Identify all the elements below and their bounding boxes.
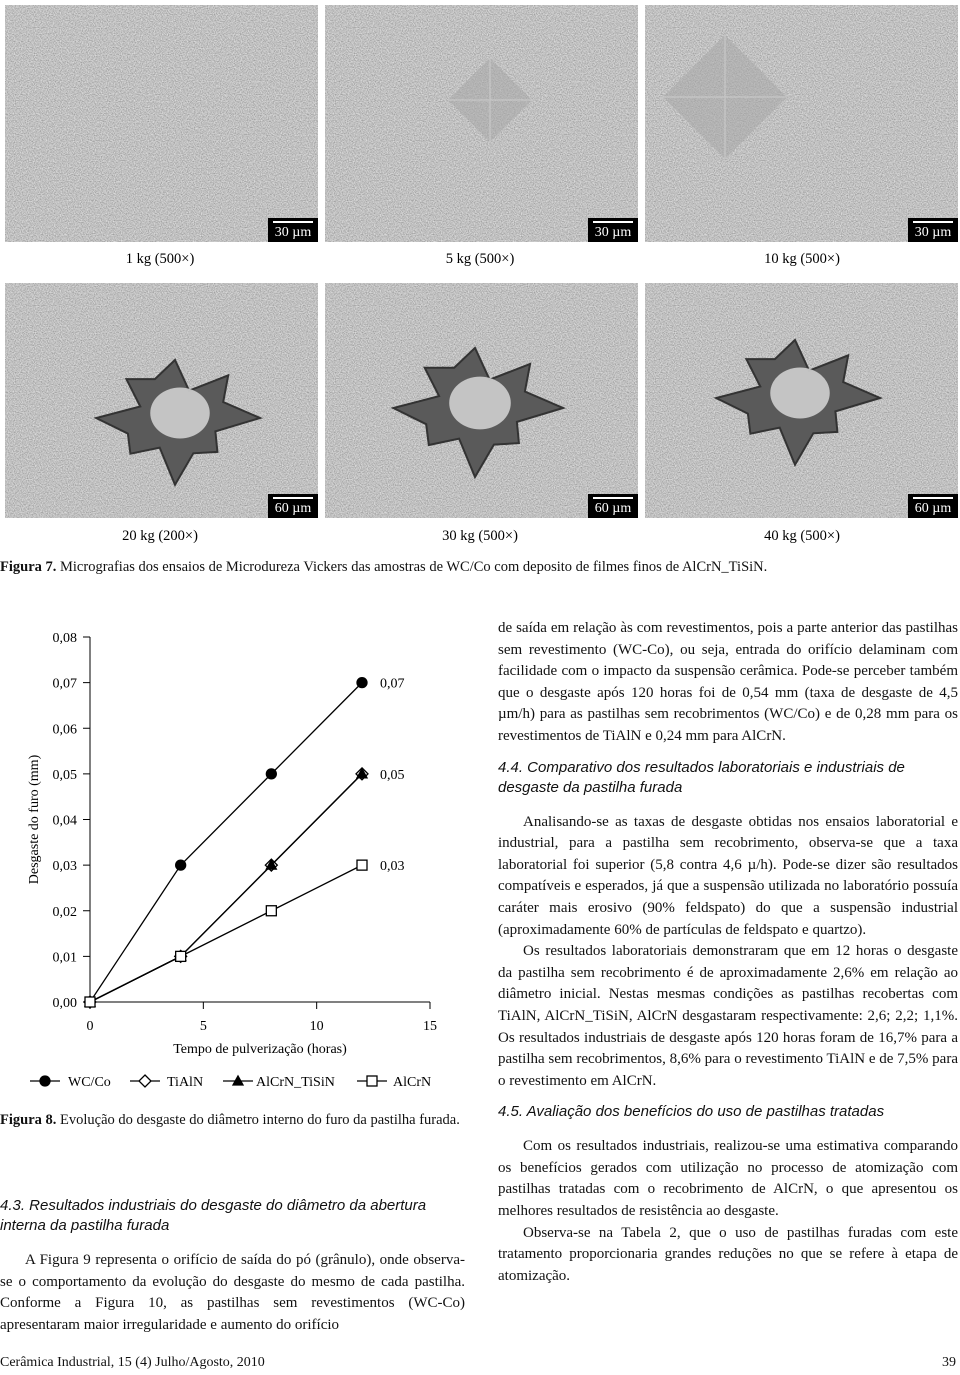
x-axis-label: Tempo de pulverização (horas) [173, 1042, 347, 1057]
y-tick-label: 0,06 [53, 722, 78, 737]
micrograph: 30 µm [5, 5, 318, 242]
y-tick-label: 0,03 [53, 859, 78, 874]
data-label: 0,07 [380, 677, 405, 692]
paragraph: de saída em relação às com revestimentos… [498, 620, 958, 744]
paragraph: Com os resultados industriais, realizou-… [498, 1138, 958, 1220]
data-point [355, 767, 369, 779]
chart: 0,00 0,01 0,02 0,03 0,04 0,05 0,06 0,07 0,08 0 5 10… [27, 631, 437, 1090]
series-line [89, 773, 363, 1003]
data-point [175, 859, 187, 871]
indentation-core [770, 367, 830, 419]
data-label: 0,05 [380, 768, 405, 783]
scale-label: 30 µm [915, 225, 952, 240]
data-point [84, 996, 96, 1008]
left-column: 4.3. Resultados industriais do desgaste … [0, 1186, 465, 1336]
data-point [356, 859, 368, 871]
x-tick-label: 15 [423, 1019, 437, 1034]
panel-caption: 40 kg (500×) [764, 528, 840, 544]
legend-label: AlCrN [393, 1075, 431, 1090]
data-label: 0,03 [380, 859, 405, 874]
legend-marker [138, 1074, 152, 1088]
legend-label: WC/Co [68, 1075, 111, 1090]
paragraph: Os resultados laboratoriais demonstraram… [498, 943, 958, 1089]
scale-label: 30 µm [595, 225, 632, 240]
y-tick-label: 0,00 [53, 996, 78, 1011]
scale-label: 60 µm [915, 501, 952, 516]
paragraph: A Figura 9 representa o orifício de saíd… [0, 1252, 465, 1333]
section-heading: 4.3. Resultados industriais do desgaste … [0, 1197, 427, 1234]
data-point [265, 905, 277, 917]
panel-caption: 10 kg (500×) [764, 251, 840, 267]
series-line [89, 682, 363, 1003]
figure-caption: Micrografias dos ensaios de Microdureza … [60, 559, 768, 575]
data-point [175, 950, 187, 963]
micrograph: 60 µm [645, 283, 958, 518]
panel-caption: 20 kg (200×) [122, 528, 198, 544]
footer-journal: Cerâmica Industrial, 15 (4) Julho/Agosto… [0, 1355, 265, 1370]
indentation-edge [448, 58, 532, 142]
figure7-caption: Figura 7. Micrografias dos ensaios de Mi… [0, 557, 960, 577]
legend-marker [231, 1074, 245, 1086]
y-tick-label: 0,08 [53, 631, 78, 646]
y-tick-label: 0,01 [53, 950, 78, 965]
micrograph: 30 µm [645, 5, 958, 242]
scale-label: 30 µm [275, 225, 312, 240]
series-line [89, 773, 363, 1003]
paragraph: Observa-se na Tabela 2, que o uso de pas… [498, 1224, 958, 1284]
micrograph: 60 µm [325, 283, 638, 518]
indentation-core [150, 387, 210, 439]
right-column: de saída em relação às com revestimentos… [498, 618, 958, 1287]
section-heading: 4.4. Comparativo dos resultados laborato… [498, 758, 905, 796]
legend-marker [39, 1075, 51, 1087]
y-tick-label: 0,04 [53, 814, 78, 829]
data-point [265, 858, 278, 870]
section-heading: 4.5. Avaliação dos benefícios do uso de … [498, 1103, 885, 1121]
figure8-caption: Figura 8. Evolução do desgaste do diâmet… [0, 1110, 465, 1130]
y-axis-label: Desgaste do furo (mm) [27, 754, 42, 884]
scale-label: 60 µm [595, 501, 632, 516]
indentation-edge [663, 35, 787, 159]
x-tick-label: 5 [200, 1019, 207, 1034]
legend-label: AlCrN_TiSiN [256, 1075, 335, 1090]
paragraph: Analisando-se as taxas de desgaste obtid… [498, 813, 958, 938]
legend-label: TiAlN [167, 1075, 203, 1090]
footer-page: 39 [942, 1355, 956, 1370]
figure-caption: Evolução do desgaste do diâmetro interno… [60, 1112, 460, 1128]
panel-caption: 1 kg (500×) [126, 251, 195, 267]
panel-caption: 30 kg (500×) [442, 528, 518, 544]
data-point [356, 676, 368, 689]
scale-label: 60 µm [275, 501, 312, 516]
x-tick-label: 10 [310, 1019, 324, 1034]
micrographs: 30 µm 1 kg (500×) 30 µm 5 kg (500×) 30 µm 10 … [5, 5, 958, 544]
series-line [89, 864, 363, 1003]
y-tick-label: 0,02 [53, 905, 78, 920]
x-tick-label: 0 [87, 1019, 94, 1034]
indentation-core [449, 376, 511, 430]
panel-caption: 5 kg (500×) [446, 251, 515, 267]
y-tick-label: 0,05 [53, 768, 78, 783]
data-point [265, 768, 277, 780]
legend-marker [366, 1075, 378, 1087]
micrograph-image [5, 5, 318, 242]
micrograph: 60 µm [5, 283, 318, 518]
y-tick-label: 0,07 [53, 677, 78, 692]
figure-label: Figura 8. [0, 1112, 57, 1128]
figure-label: Figura 7. [0, 559, 57, 575]
micrograph: 30 µm [325, 5, 638, 242]
